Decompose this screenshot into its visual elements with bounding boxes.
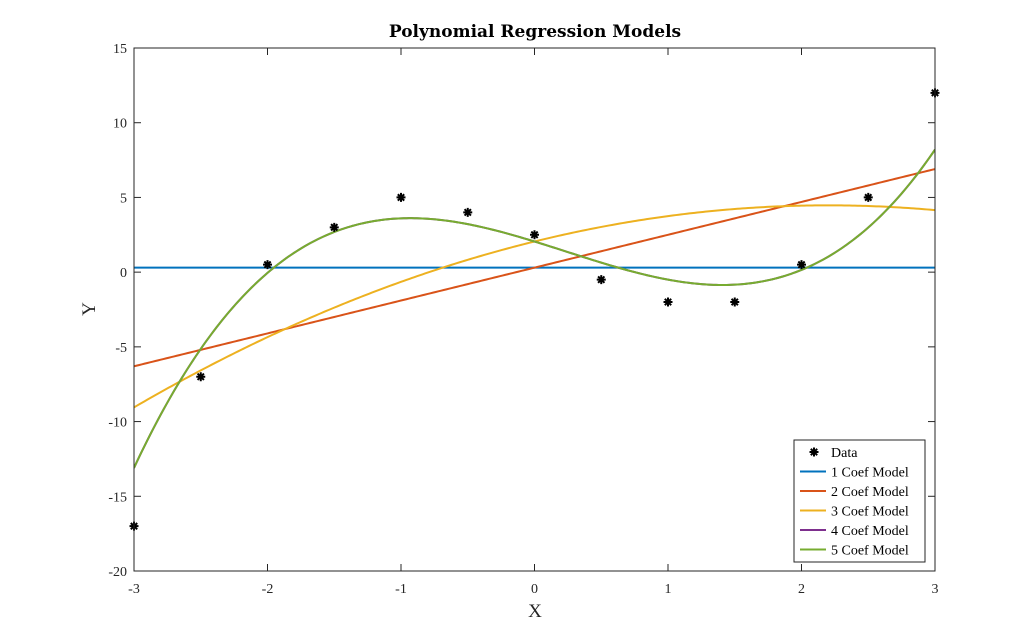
y-tick-label: 15 <box>113 42 127 57</box>
series-line-4 <box>134 149 935 469</box>
data-point <box>863 192 873 202</box>
legend-box <box>793 439 926 563</box>
data-point-glyph <box>196 372 206 382</box>
x-tick-label: 3 <box>932 582 939 597</box>
y-axis-label: Y <box>79 302 100 316</box>
legend-label: 4 Coef Model <box>831 524 909 539</box>
y-tick-label: 0 <box>120 266 127 281</box>
x-tick-label: -2 <box>262 582 274 597</box>
data-point <box>196 372 206 382</box>
data-point-glyph <box>797 260 806 270</box>
x-tick-label: 1 <box>665 582 672 597</box>
data-point-glyph <box>263 260 272 270</box>
x-tick-label: 2 <box>798 582 805 597</box>
data-point-glyph <box>596 275 606 285</box>
data-point <box>463 207 473 217</box>
x-tick-label: -3 <box>128 582 140 597</box>
data-point-glyph <box>663 297 673 307</box>
series-line-5 <box>134 149 935 469</box>
y-tick-label: -10 <box>108 416 127 431</box>
y-tick-label: 10 <box>113 117 127 132</box>
series-line-2 <box>134 168 935 368</box>
y-tick-label: -15 <box>108 490 127 505</box>
data-point-glyph <box>863 192 873 202</box>
data-point-glyph <box>329 222 339 232</box>
x-tick-label: -1 <box>395 582 407 597</box>
legend-marker-data <box>809 447 819 457</box>
data-point-glyph <box>730 297 740 307</box>
legend-label: 3 Coef Model <box>831 505 909 520</box>
legend-label: 5 Coef Model <box>831 544 909 559</box>
legend-label: 1 Coef Model <box>831 466 909 481</box>
y-tick-label: -20 <box>108 565 127 580</box>
x-axis-label: X <box>528 601 542 622</box>
data-point-glyph <box>463 207 473 217</box>
data-point <box>596 275 606 285</box>
data-point <box>263 260 272 270</box>
data-point-glyph <box>530 230 539 240</box>
data-point <box>797 260 806 270</box>
series-lines <box>134 149 935 469</box>
chart-title: Polynomial Regression Models <box>389 22 681 42</box>
data-point <box>530 230 539 240</box>
data-point <box>396 192 406 202</box>
legend-marker-data-glyph <box>809 447 819 457</box>
data-point-glyph <box>396 192 406 202</box>
legend-label: Data <box>831 446 858 461</box>
data-point <box>730 297 740 307</box>
x-tick-label: 0 <box>531 582 538 597</box>
legend-label: 2 Coef Model <box>831 485 909 500</box>
data-point <box>663 297 673 307</box>
y-tick-label: -5 <box>115 341 127 356</box>
data-point <box>329 222 339 232</box>
plot-area <box>129 88 940 531</box>
legend: Data 1 Coef Model 2 Coef Model 3 Coef Model… <box>793 439 926 563</box>
y-tick-label: 5 <box>120 191 127 206</box>
